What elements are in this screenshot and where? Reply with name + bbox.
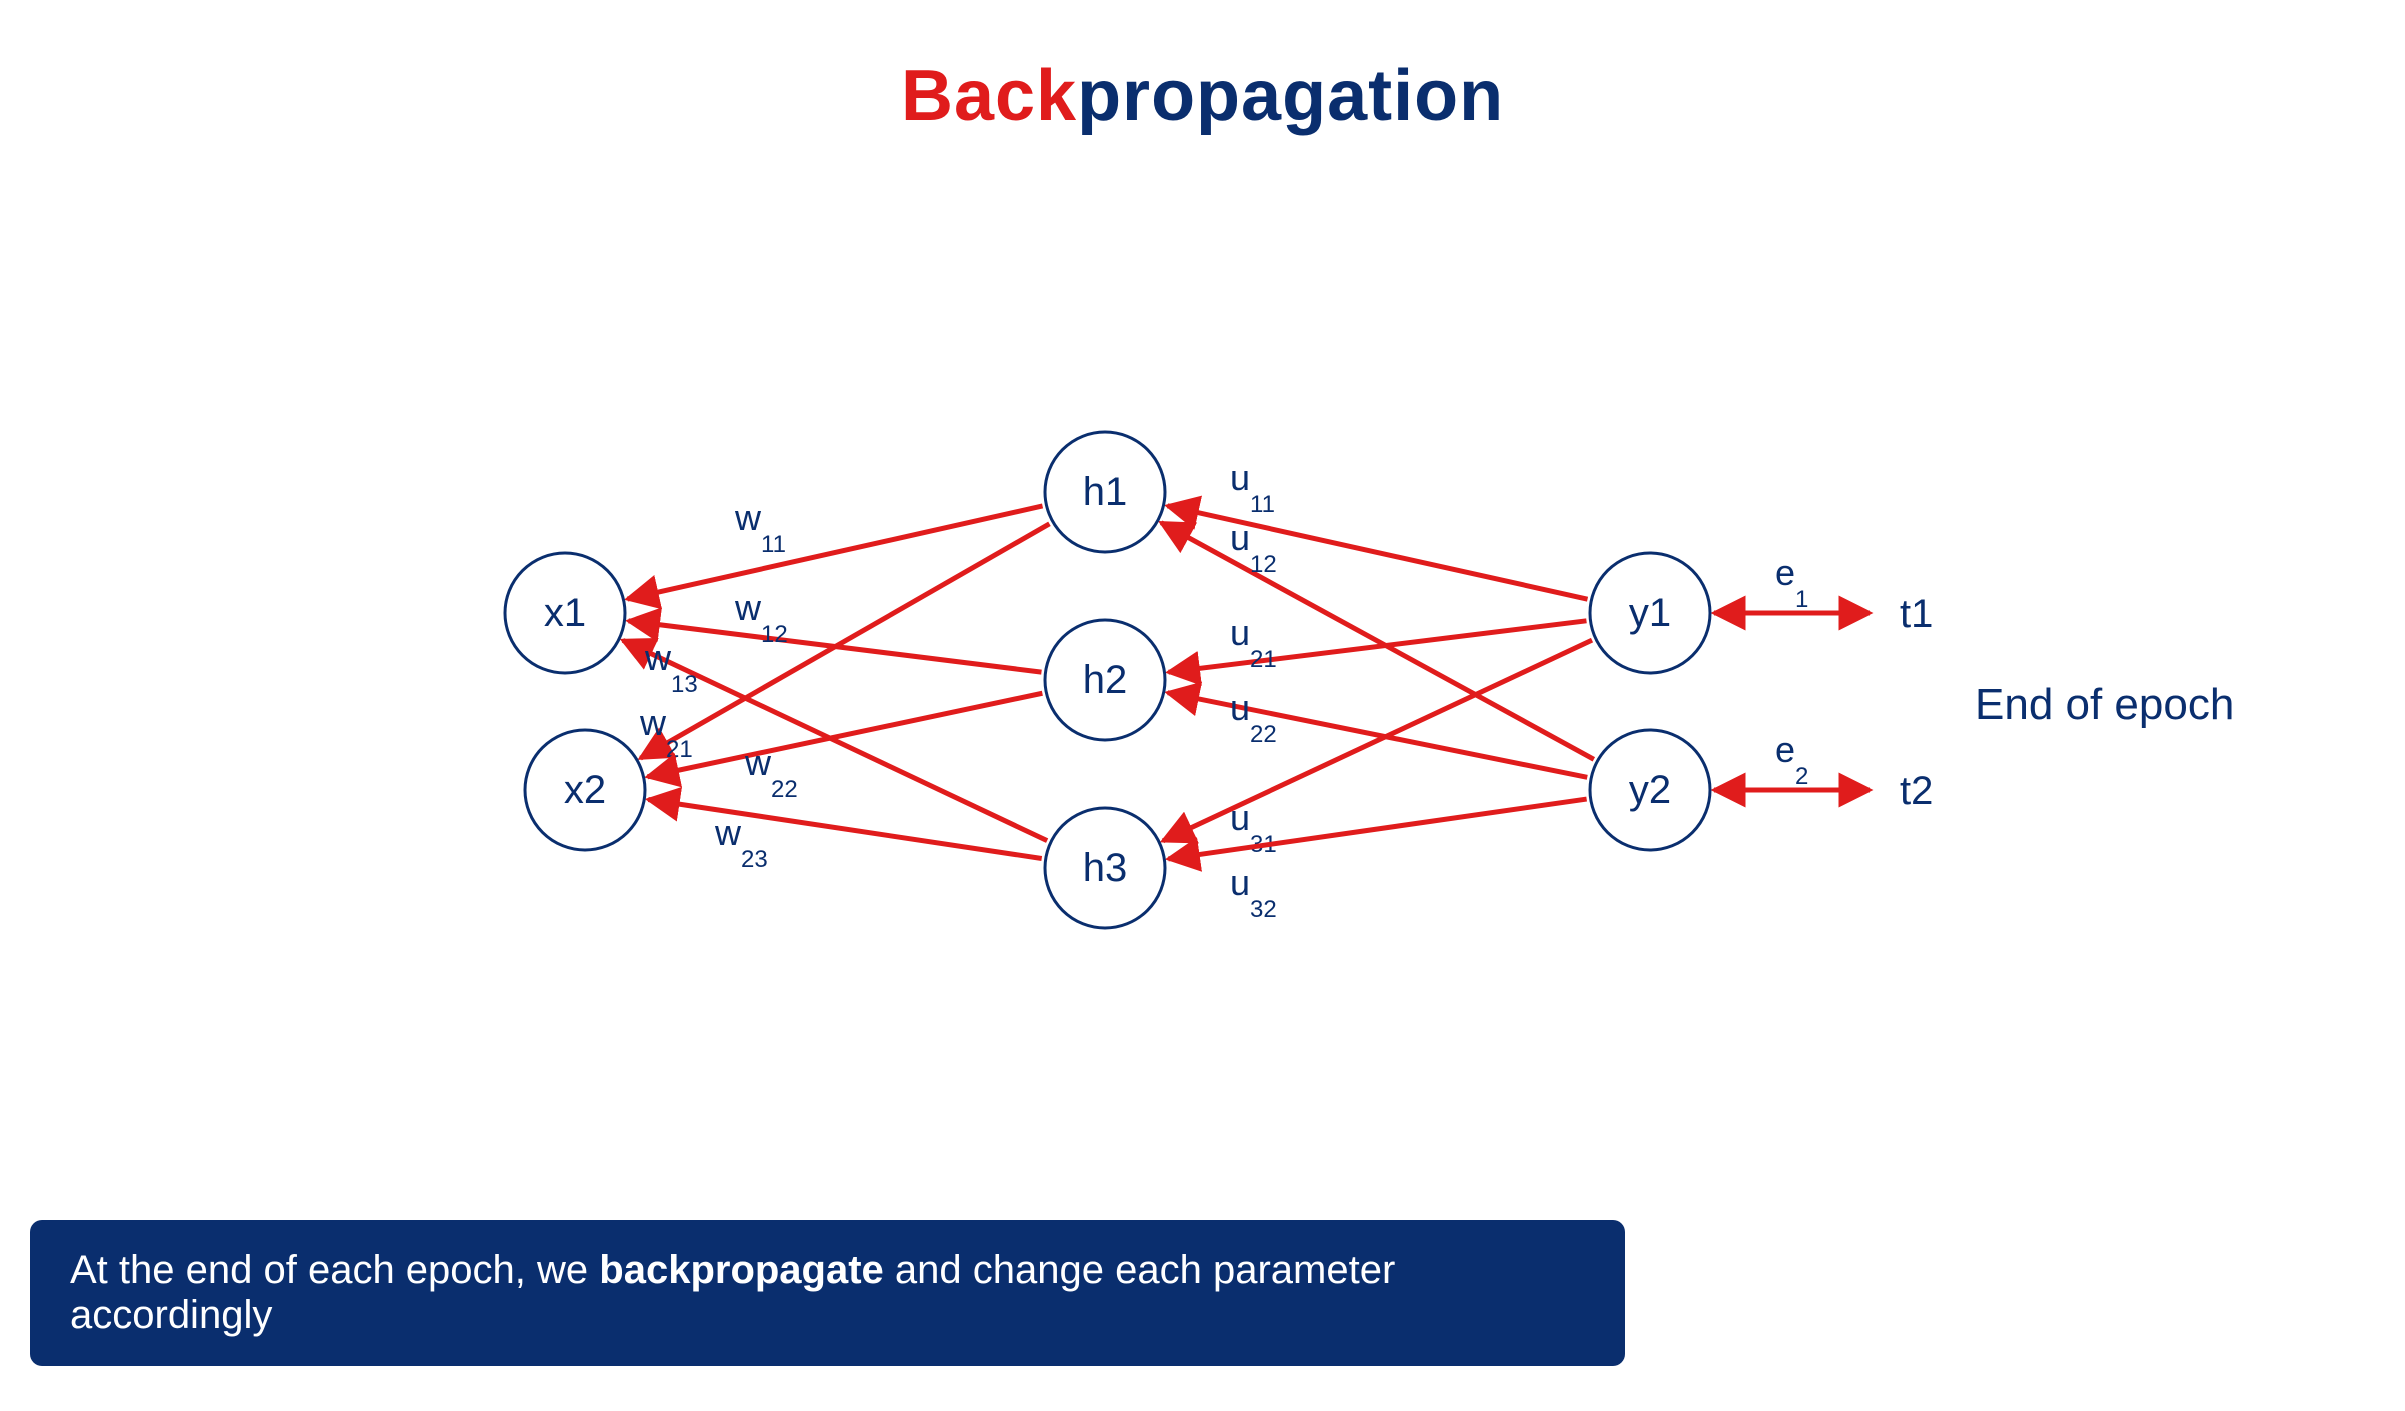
svg-text:y2: y2	[1629, 768, 1671, 812]
svg-text:y1: y1	[1629, 591, 1671, 635]
svg-text:t2: t2	[1900, 769, 1933, 813]
svg-text:w11: w11	[734, 497, 786, 558]
svg-text:e1: e1	[1775, 552, 1808, 613]
svg-text:t1: t1	[1900, 592, 1933, 636]
caption-bold: backpropagate	[599, 1248, 884, 1292]
svg-text:w23: w23	[714, 812, 768, 873]
svg-text:x2: x2	[564, 768, 606, 812]
svg-text:h1: h1	[1083, 470, 1128, 514]
svg-text:w13: w13	[644, 637, 698, 698]
svg-text:u22: u22	[1230, 687, 1277, 748]
end-of-epoch-label: End of epoch	[1975, 680, 2234, 730]
svg-text:h2: h2	[1083, 658, 1128, 702]
svg-text:w22: w22	[744, 742, 798, 803]
svg-text:e2: e2	[1775, 729, 1808, 790]
svg-text:w12: w12	[734, 587, 788, 648]
slide: Backpropagation w11w12w13w21w22w23u11u12…	[0, 0, 2405, 1411]
svg-text:h3: h3	[1083, 846, 1128, 890]
svg-text:u32: u32	[1230, 862, 1277, 923]
svg-text:x1: x1	[544, 591, 586, 635]
svg-text:u11: u11	[1230, 457, 1275, 518]
caption-bar: At the end of each epoch, we backpropaga…	[30, 1220, 1625, 1366]
caption-pre: At the end of each epoch, we	[70, 1248, 599, 1292]
